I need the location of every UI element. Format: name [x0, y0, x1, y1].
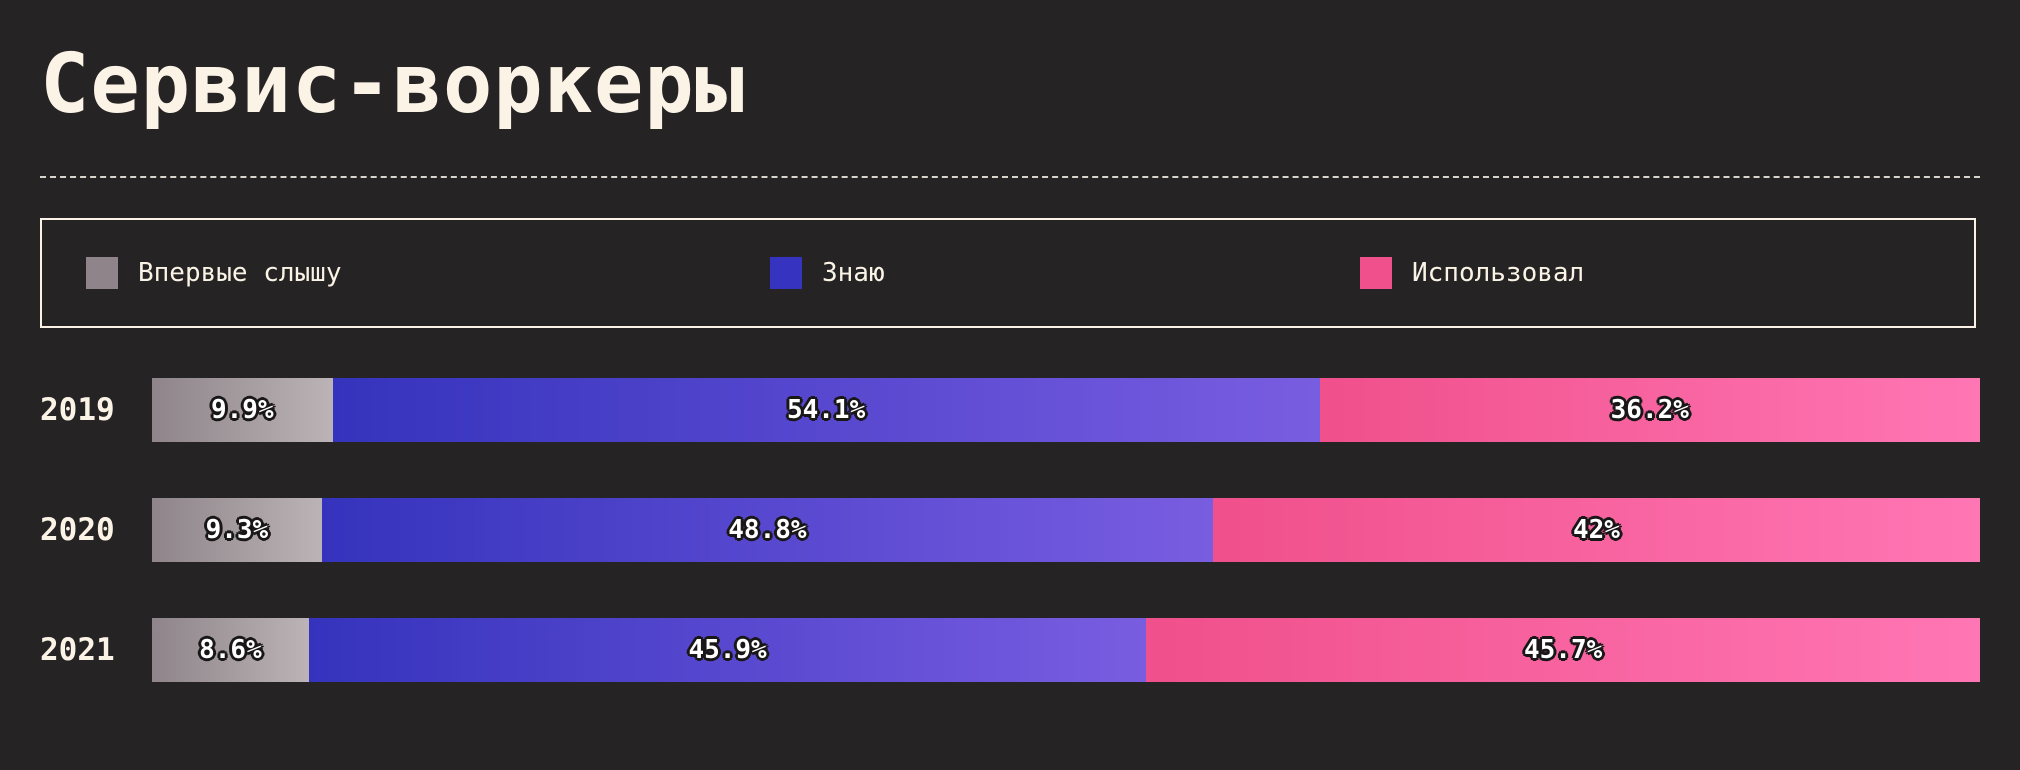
data-label: 9.9%	[210, 395, 274, 425]
data-label: 8.6%	[199, 635, 262, 665]
data-label: 45.7%	[1523, 635, 1603, 665]
bar-segment-never-heard: 9.9%	[152, 378, 333, 442]
bar-segment-never-heard: 9.3%	[152, 498, 322, 562]
bar-segment-used: 45.7%	[1146, 618, 1980, 682]
bar-row-2020: 2020 9.3% 48.8% 42%	[40, 498, 1980, 562]
page-title: Сервис-воркеры	[40, 37, 746, 132]
data-label: 9.3%	[205, 515, 269, 545]
legend-swatch-know	[770, 257, 802, 289]
legend-item-know: Знаю	[770, 220, 885, 326]
data-label: 48.8%	[728, 515, 807, 545]
legend-label-used: Использовал	[1412, 258, 1585, 288]
legend-swatch-never-heard	[86, 257, 118, 289]
bar-segment-know: 54.1%	[332, 378, 1320, 442]
bar-segment-used: 42%	[1213, 498, 1980, 562]
bar-segment-know: 45.9%	[308, 618, 1147, 682]
data-label: 42%	[1573, 515, 1620, 545]
bar-row-2019: 2019 9.9% 54.1% 36.2%	[40, 378, 1980, 442]
bar-segment-know: 48.8%	[321, 498, 1213, 562]
data-label: 45.9%	[688, 635, 767, 665]
bar-segment-never-heard: 8.6%	[152, 618, 309, 682]
legend-label-never-heard: Впервые слышу	[138, 258, 342, 288]
legend-item-never-heard: Впервые слышу	[86, 220, 342, 326]
stacked-bar: 8.6% 45.9% 45.7%	[152, 618, 1980, 682]
dashed-divider	[40, 176, 1980, 178]
chart-legend: Впервые слышу Знаю Использовал	[40, 218, 1976, 328]
stacked-bar: 9.9% 54.1% 36.2%	[152, 378, 1980, 442]
data-label: 54.1%	[786, 395, 866, 425]
year-label: 2020	[40, 512, 115, 548]
data-label: 36.2%	[1610, 395, 1689, 425]
year-label: 2019	[40, 392, 115, 428]
legend-swatch-used	[1360, 257, 1392, 289]
bar-row-2021: 2021 8.6% 45.9% 45.7%	[40, 618, 1980, 682]
stacked-bar: 9.3% 48.8% 42%	[152, 498, 1980, 562]
legend-item-used: Использовал	[1360, 220, 1584, 326]
legend-label-know: Знаю	[822, 258, 885, 288]
bar-segment-used: 36.2%	[1319, 378, 1980, 442]
year-label: 2021	[40, 632, 115, 668]
